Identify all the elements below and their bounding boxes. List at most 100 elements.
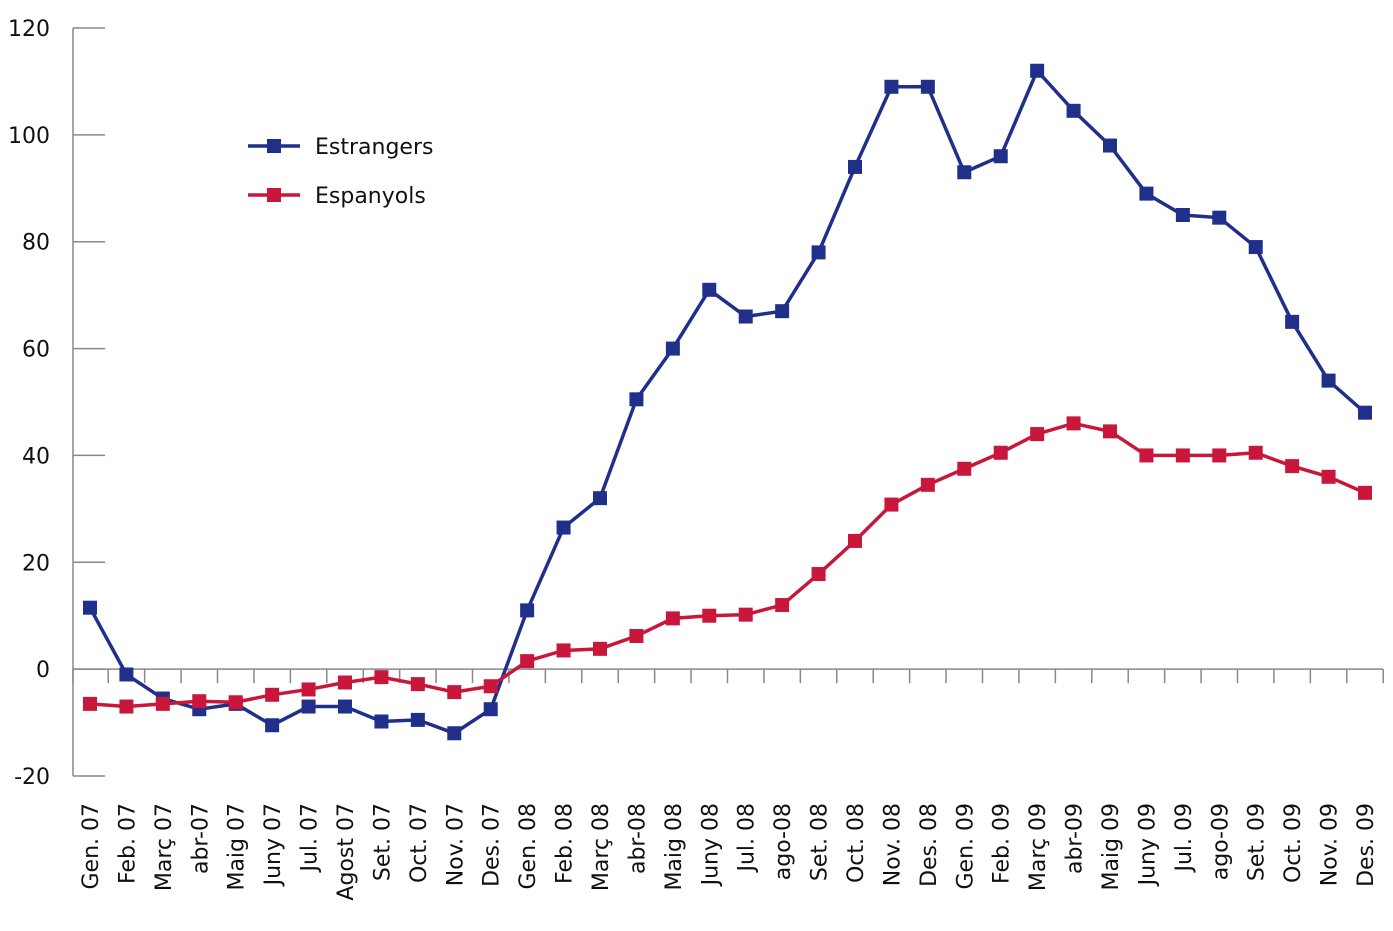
point: [957, 165, 972, 180]
y-tick-label: 0: [36, 658, 50, 683]
point: [119, 667, 134, 682]
point: [119, 699, 134, 714]
point: [1175, 208, 1190, 222]
point: [702, 282, 717, 297]
x-tick-label: Nov. 07: [443, 803, 468, 886]
point: [520, 654, 535, 669]
x-tick-label: Oct. 09: [1281, 803, 1306, 883]
point: [1358, 485, 1372, 500]
x-tick-label: ago-08: [771, 803, 796, 880]
x-tick-label: Gen. 07: [79, 803, 104, 890]
point: [1212, 210, 1227, 225]
point: [1030, 427, 1045, 442]
point: [629, 629, 644, 644]
point: [1175, 448, 1190, 463]
point: [629, 392, 644, 407]
legend-label: Espanyols: [315, 184, 426, 209]
point: [811, 567, 826, 582]
x-tick-label: Jul. 09: [1172, 803, 1197, 874]
point: [775, 304, 790, 319]
y-tick-label: 20: [22, 551, 50, 576]
point: [410, 677, 425, 692]
x-tick-label: abr-08: [625, 803, 650, 874]
x-tick-label: Agost 07: [334, 803, 359, 901]
point: [338, 675, 352, 690]
point: [1103, 138, 1117, 153]
point: [1285, 314, 1300, 329]
x-tick-label: Març 08: [589, 803, 614, 891]
point: [374, 714, 389, 729]
point: [1066, 103, 1081, 118]
y-tick-label: -20: [14, 765, 50, 790]
x-tick-label: Juny 08: [698, 803, 723, 887]
point: [920, 477, 935, 492]
y-tick-label: 60: [22, 338, 50, 363]
point: [228, 695, 243, 710]
x-tick-label: Jul. 07: [298, 803, 323, 874]
point: [993, 445, 1008, 460]
point: [410, 712, 425, 727]
x-tick-label: Juny 07: [261, 803, 286, 887]
y-tick-label: 80: [22, 231, 50, 256]
point: [520, 603, 535, 618]
x-tick-label: Oct. 07: [407, 803, 432, 883]
point: [1139, 448, 1154, 463]
x-tick-label: Juny 09: [1135, 803, 1160, 887]
point: [1285, 459, 1300, 474]
point: [556, 643, 571, 658]
point: [957, 461, 972, 476]
x-tick-label: abr-07: [188, 803, 213, 874]
x-tick-label: Nov. 09: [1318, 803, 1343, 886]
point: [1066, 416, 1081, 431]
x-tick-label: Set. 08: [808, 803, 833, 881]
point: [702, 608, 717, 623]
point: [848, 159, 862, 174]
point: [447, 685, 462, 700]
point: [1358, 405, 1372, 420]
point: [301, 682, 316, 697]
x-tick-label: Oct. 08: [844, 803, 869, 883]
x-tick-label: Maig 08: [662, 803, 687, 891]
point: [155, 696, 170, 711]
point: [83, 696, 97, 711]
x-tick-label: Nov. 08: [880, 803, 905, 886]
point: [1030, 63, 1045, 78]
point: [775, 598, 790, 613]
point: [1248, 445, 1263, 460]
x-tick-label: Des. 09: [1354, 803, 1379, 887]
point: [665, 611, 680, 626]
point: [265, 687, 280, 702]
point: [556, 520, 571, 535]
point: [338, 699, 352, 714]
x-tick-label: Març 09: [1026, 803, 1051, 891]
point: [665, 341, 680, 356]
x-tick-label: abr-09: [1063, 803, 1088, 874]
x-tick-label: Des. 08: [917, 803, 942, 887]
series-line: [88, 67, 1367, 736]
point: [920, 79, 935, 94]
legend-marker: [267, 188, 281, 202]
y-tick-label: 40: [22, 444, 50, 469]
point: [1139, 186, 1154, 201]
x-tick-label: Gen. 09: [953, 803, 978, 890]
point: [884, 79, 899, 94]
x-tick-label: Maig 09: [1099, 803, 1124, 891]
legend-label: Estrangers: [315, 135, 433, 160]
point: [738, 607, 753, 622]
point: [1103, 424, 1117, 439]
point: [301, 699, 316, 714]
point: [1321, 469, 1336, 484]
point: [593, 641, 607, 656]
point: [1212, 448, 1227, 463]
x-tick-label: Maig 07: [225, 803, 250, 891]
x-tick-label: Feb. 08: [553, 803, 578, 884]
x-tick-label: Feb. 07: [115, 803, 140, 884]
point: [738, 309, 753, 324]
point: [192, 694, 207, 709]
point: [483, 679, 498, 694]
x-tick-label: Set. 09: [1245, 803, 1270, 881]
point: [374, 670, 389, 685]
y-tick-label: 100: [8, 124, 50, 149]
x-tick-label: ago-09: [1208, 803, 1233, 880]
